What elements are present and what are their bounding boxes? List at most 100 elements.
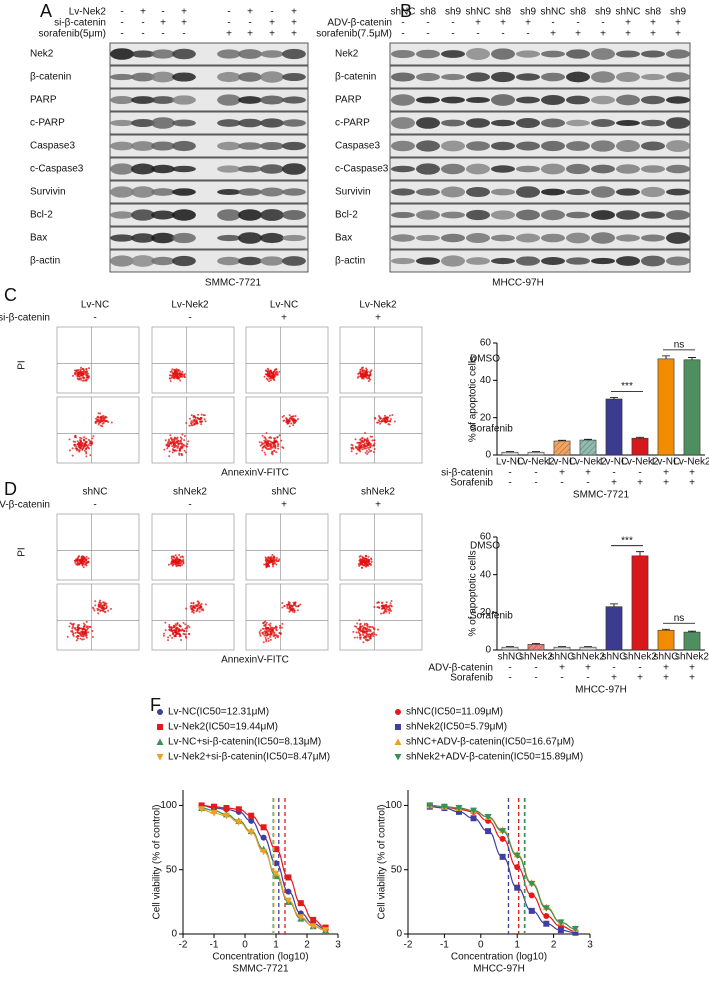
blot-band — [466, 72, 490, 82]
blot-band — [151, 164, 175, 174]
flow-event — [103, 610, 106, 613]
blot-band — [110, 141, 134, 151]
flow-event — [173, 563, 176, 566]
flow-event — [89, 454, 92, 457]
flow-event — [178, 372, 181, 375]
flow-event — [390, 600, 393, 603]
blot-band — [541, 188, 565, 196]
flow-event — [359, 623, 362, 626]
flow-event — [183, 439, 186, 442]
flow-event — [77, 441, 80, 444]
blot-band — [441, 163, 465, 175]
flow-event — [97, 612, 100, 615]
flow-event — [170, 557, 173, 560]
blot-band — [491, 119, 515, 127]
lane-header: shNC — [390, 7, 415, 18]
flow-event — [275, 558, 278, 561]
blot-band — [131, 233, 155, 243]
blot-band — [110, 211, 134, 219]
x-tick-label: shNC — [601, 652, 626, 663]
blot-label: Bax — [335, 233, 352, 244]
flow-event — [369, 630, 372, 633]
condition-sign: + — [611, 673, 617, 684]
flow-event — [288, 414, 291, 417]
flow-event — [167, 445, 170, 448]
flow-event — [182, 562, 185, 565]
flow-plot — [151, 396, 235, 464]
flow-event — [75, 447, 78, 450]
x-tick-label: Lv-NC — [496, 457, 524, 468]
flow-event — [358, 441, 361, 444]
data-point — [470, 815, 477, 822]
blot-band — [260, 95, 284, 105]
blot-band — [466, 48, 490, 60]
blot-band — [172, 165, 196, 173]
flow-event — [359, 554, 362, 557]
flow-event — [387, 423, 390, 426]
blot-band — [238, 232, 262, 244]
flow-event — [359, 559, 362, 562]
data-point — [223, 805, 230, 811]
flow-event — [287, 601, 290, 604]
blot-band — [441, 255, 465, 267]
data-point — [297, 914, 305, 921]
blot-band — [641, 211, 665, 219]
blot-band — [616, 210, 640, 220]
flow-event — [171, 636, 174, 639]
flow-event — [363, 558, 366, 561]
condition-label: sorafenib(7.5μM) — [316, 29, 392, 40]
blot-band — [238, 142, 262, 150]
row-label: Sorafenib — [470, 424, 513, 435]
flow-event — [92, 607, 95, 610]
condition-sign: + — [675, 18, 681, 29]
flow-event — [94, 604, 97, 607]
flow-event — [277, 560, 280, 563]
flow-event — [85, 628, 88, 631]
data-point — [273, 860, 279, 867]
flow-event — [369, 634, 372, 637]
blot-band — [260, 164, 284, 174]
blot-band — [466, 141, 490, 151]
blot-band — [541, 209, 565, 221]
flow-event — [181, 556, 184, 559]
x-tick-label: 3 — [587, 940, 593, 951]
blot-band — [516, 256, 540, 266]
flow-event — [279, 624, 282, 627]
flow-event — [185, 421, 188, 424]
legend-label: Lv-Nek2+si-β-catenin(IC50=8.47μM) — [168, 752, 330, 763]
flow-event — [86, 376, 89, 379]
flow-event — [269, 437, 272, 440]
flow-event — [176, 436, 179, 439]
flow-event — [79, 373, 82, 376]
blot-band — [217, 94, 241, 106]
flow-event — [259, 444, 262, 447]
flow-event — [361, 555, 364, 558]
y-tick-label: 40 — [480, 569, 492, 580]
flow-event — [288, 606, 291, 609]
blot-band — [238, 72, 262, 82]
blot-band — [666, 140, 690, 152]
condition-sign: + — [559, 468, 565, 479]
blot-label: c-PARP — [30, 118, 65, 129]
blot-label: Nek2 — [30, 49, 54, 60]
condition-label: ADV-β-catenin — [327, 18, 392, 29]
flow-event — [86, 372, 89, 375]
flow-event — [363, 439, 366, 442]
flow-event — [383, 606, 386, 609]
blot-band — [391, 140, 415, 152]
blot-frame — [109, 88, 309, 112]
flow-event — [94, 600, 97, 603]
flow-event — [268, 375, 271, 378]
flow-event — [192, 611, 195, 614]
x-tick-label: 2 — [304, 940, 310, 951]
flow-event — [373, 442, 376, 445]
flow-plot — [245, 583, 329, 651]
x-tick-label: 2 — [551, 940, 557, 951]
flow-event — [268, 436, 271, 439]
flow-event — [365, 565, 368, 568]
flow-event — [102, 601, 105, 604]
flow-event — [181, 446, 184, 449]
blot-label: Bax — [30, 233, 47, 244]
blot-band — [151, 49, 175, 59]
